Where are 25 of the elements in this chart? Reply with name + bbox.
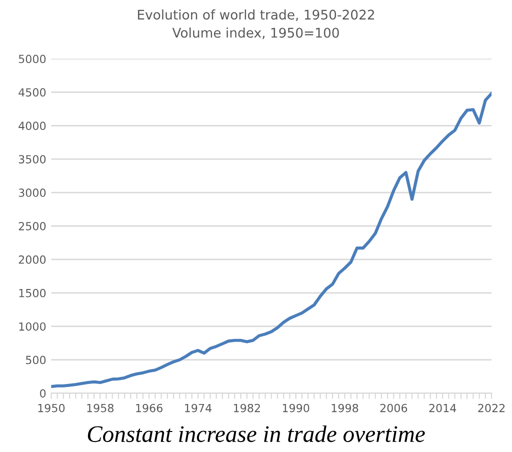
text: Constant increase in trade overtime	[88, 425, 425, 442]
x-tick-label: 2022	[478, 404, 505, 412]
chart-subtitle: Volume index, 1950=100	[172, 28, 339, 40]
x-tick-label: 1990	[282, 404, 310, 412]
x-tick-label: 1958	[87, 404, 114, 412]
x-tick-label: 1950	[38, 404, 65, 412]
y-tick-label: 2500	[18, 222, 46, 230]
x-tick-label: 1982	[234, 404, 260, 412]
x-tick-label: 2006	[380, 404, 408, 412]
x-tick-label: 1998	[332, 404, 358, 412]
y-tick-label: 1500	[19, 288, 46, 298]
y-tick-label: 5000	[18, 54, 46, 64]
y-tick-label: 3000	[18, 188, 46, 197]
line-series	[51, 92, 492, 388]
chart-title: Evolution of world trade, 1950-2022	[138, 9, 374, 21]
y-tick-label: 4000	[18, 122, 46, 130]
x-tick-label: 1974	[185, 404, 212, 412]
y-tick-label: 1000	[19, 322, 46, 331]
y-tick-label: 3500	[18, 155, 46, 164]
y-tick-label: 2000	[18, 255, 46, 264]
y-tick-label: 500	[26, 356, 46, 364]
y-tick-label: 4500	[18, 88, 46, 97]
x-tick-label: 2014	[429, 404, 456, 412]
x-tick-label: 1966	[136, 404, 162, 412]
y-tick-label: 0	[40, 389, 46, 398]
